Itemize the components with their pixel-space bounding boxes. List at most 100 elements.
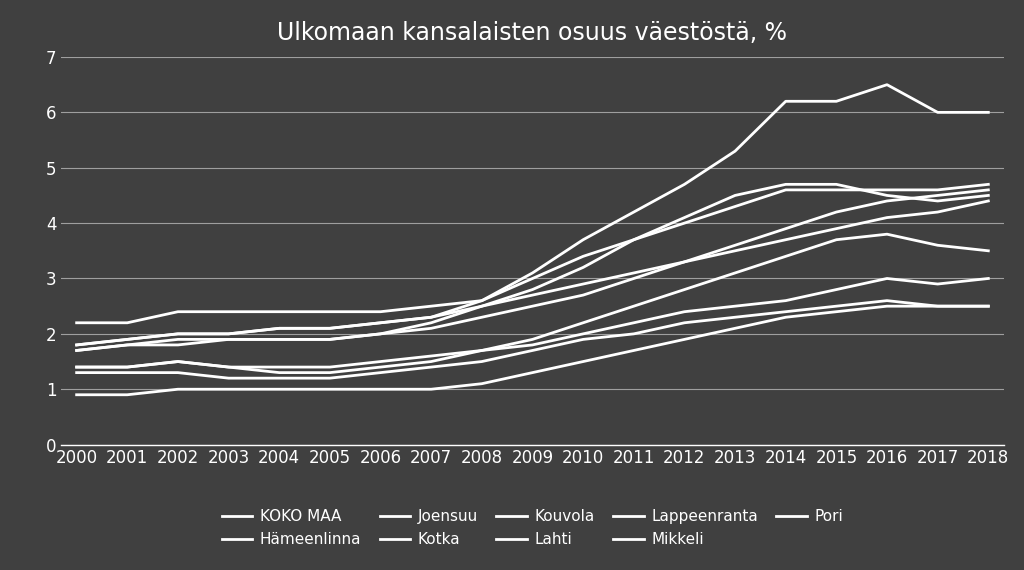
Title: Ulkomaan kansalaisten osuus väestöstä, %: Ulkomaan kansalaisten osuus väestöstä, % — [278, 21, 787, 46]
Kotka — [830, 186, 843, 193]
Lahti — [932, 109, 944, 116]
Mikkeli — [932, 280, 944, 287]
Lappeenranta — [830, 181, 843, 188]
Lahti — [273, 325, 286, 332]
Legend: KOKO MAA, Hämeenlinna, Joensuu, Kotka, Kouvola, Lahti, Lappeenranta, Mikkeli, Po: KOKO MAA, Hämeenlinna, Joensuu, Kotka, K… — [215, 503, 850, 553]
Lahti — [577, 237, 589, 243]
KOKO MAA — [375, 319, 387, 326]
Kouvola — [932, 242, 944, 249]
KOKO MAA — [678, 258, 690, 265]
Pori — [425, 364, 437, 371]
Mikkeli — [526, 341, 539, 348]
Hämeenlinna — [324, 336, 336, 343]
Kotka — [628, 237, 640, 243]
Kouvola — [881, 231, 893, 238]
Line: Kotka: Kotka — [77, 184, 988, 323]
Kotka — [71, 319, 83, 326]
KOKO MAA — [172, 331, 184, 337]
Kouvola — [375, 358, 387, 365]
Hämeenlinna — [375, 331, 387, 337]
Mikkeli — [324, 369, 336, 376]
Lahti — [779, 98, 792, 105]
Lahti — [881, 82, 893, 88]
KOKO MAA — [526, 292, 539, 299]
KOKO MAA — [273, 325, 286, 332]
Mikkeli — [273, 369, 286, 376]
Kotka — [678, 219, 690, 226]
Kouvola — [729, 270, 741, 276]
KOKO MAA — [324, 325, 336, 332]
Kotka — [476, 297, 488, 304]
Mikkeli — [881, 275, 893, 282]
Hämeenlinna — [273, 336, 286, 343]
Mikkeli — [172, 358, 184, 365]
KOKO MAA — [779, 237, 792, 243]
Pori — [628, 331, 640, 337]
Kouvola — [526, 336, 539, 343]
Line: Kouvola: Kouvola — [77, 234, 988, 367]
Hämeenlinna — [577, 292, 589, 299]
Lahti — [71, 341, 83, 348]
Lappeenranta — [476, 303, 488, 310]
Hämeenlinna — [476, 314, 488, 321]
Pori — [881, 297, 893, 304]
Joensuu — [324, 386, 336, 393]
Mikkeli — [779, 297, 792, 304]
Kouvola — [982, 247, 994, 254]
Lappeenranta — [172, 336, 184, 343]
Joensuu — [779, 314, 792, 321]
Lappeenranta — [678, 214, 690, 221]
Hämeenlinna — [121, 341, 133, 348]
Joensuu — [577, 358, 589, 365]
Joensuu — [425, 386, 437, 393]
Lappeenranta — [577, 264, 589, 271]
Lappeenranta — [881, 192, 893, 199]
Hämeenlinna — [982, 186, 994, 193]
Lahti — [678, 181, 690, 188]
Kotka — [425, 303, 437, 310]
Lappeenranta — [729, 192, 741, 199]
KOKO MAA — [71, 341, 83, 348]
Kotka — [779, 186, 792, 193]
Joensuu — [71, 392, 83, 398]
Hämeenlinna — [678, 258, 690, 265]
Pori — [830, 303, 843, 310]
Mikkeli — [425, 358, 437, 365]
KOKO MAA — [881, 214, 893, 221]
Hämeenlinna — [932, 192, 944, 199]
Mikkeli — [375, 364, 387, 371]
KOKO MAA — [628, 270, 640, 276]
Joensuu — [729, 325, 741, 332]
Pori — [375, 369, 387, 376]
KOKO MAA — [121, 336, 133, 343]
Pori — [982, 303, 994, 310]
Lappeenranta — [375, 331, 387, 337]
Hämeenlinna — [425, 325, 437, 332]
Pori — [476, 358, 488, 365]
Lappeenranta — [526, 286, 539, 293]
Hämeenlinna — [71, 347, 83, 354]
Kouvola — [273, 364, 286, 371]
Mikkeli — [222, 364, 234, 371]
Lappeenranta — [982, 192, 994, 199]
Hämeenlinna — [222, 336, 234, 343]
Hämeenlinna — [628, 275, 640, 282]
Joensuu — [881, 303, 893, 310]
Joensuu — [121, 392, 133, 398]
Hämeenlinna — [526, 303, 539, 310]
Kouvola — [425, 353, 437, 360]
Lappeenranta — [324, 336, 336, 343]
Mikkeli — [71, 364, 83, 371]
Kotka — [982, 181, 994, 188]
Pori — [526, 347, 539, 354]
Lappeenranta — [628, 237, 640, 243]
Kouvola — [678, 286, 690, 293]
Kotka — [172, 308, 184, 315]
Joensuu — [982, 303, 994, 310]
Hämeenlinna — [830, 209, 843, 215]
Lappeenranta — [121, 341, 133, 348]
Lahti — [324, 325, 336, 332]
KOKO MAA — [577, 280, 589, 287]
Lahti — [172, 331, 184, 337]
Mikkeli — [729, 303, 741, 310]
